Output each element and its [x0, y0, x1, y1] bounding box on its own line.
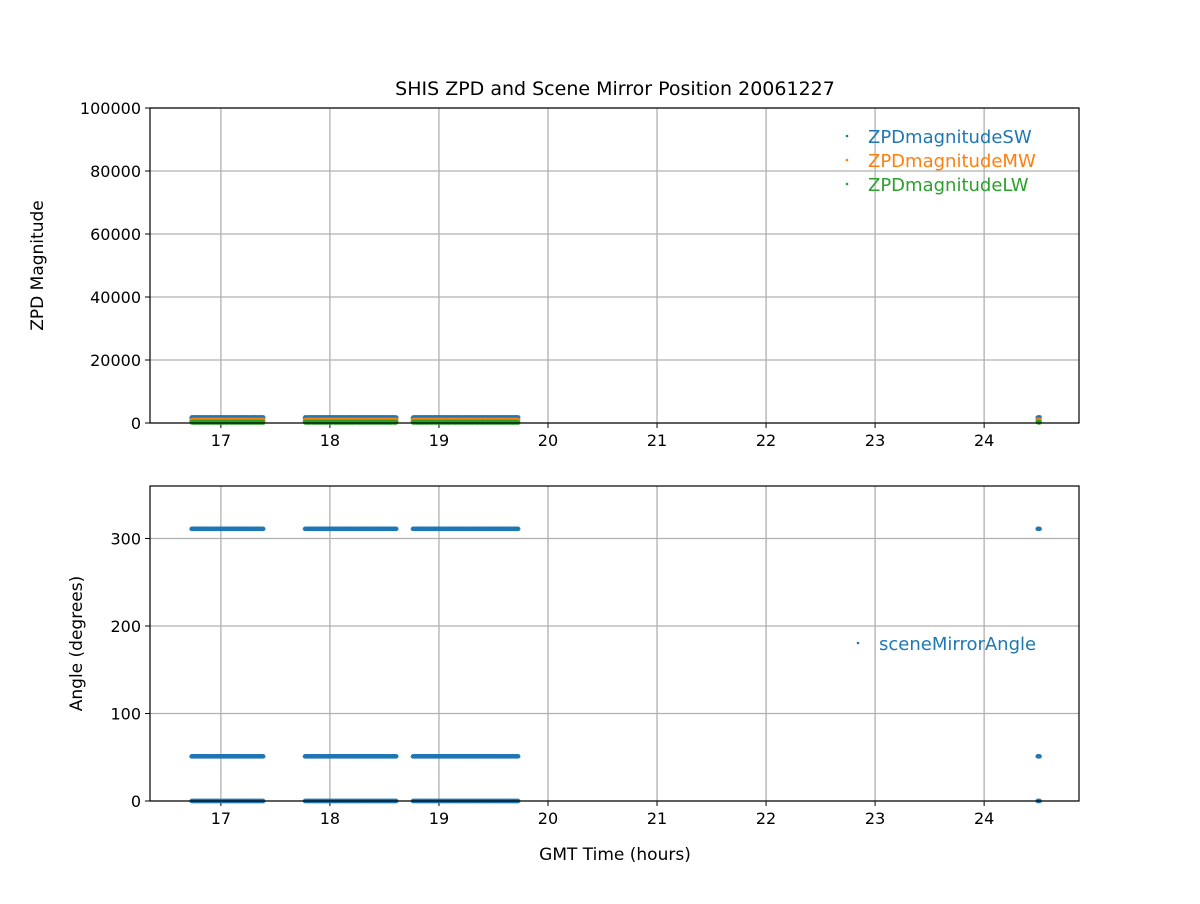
data-point — [1037, 526, 1042, 532]
x-tick-label: 21 — [647, 809, 667, 828]
series-ZPDmagnitudeLW — [189, 419, 1042, 425]
x-axis-label: GMT Time (hours) — [539, 845, 691, 865]
y-tick-label: 20000 — [90, 351, 141, 370]
y-tick-label: 0 — [131, 414, 141, 433]
data-point — [261, 526, 266, 532]
x-tick-label: 22 — [756, 809, 776, 828]
x-tick-label: 17 — [211, 431, 231, 450]
chart-title: SHIS ZPD and Scene Mirror Position 20061… — [395, 78, 835, 100]
data-point — [516, 526, 521, 532]
x-tick-label: 23 — [865, 431, 885, 450]
y-tick-label: 100000 — [80, 99, 141, 118]
data-point — [261, 754, 266, 759]
x-tick-label: 18 — [320, 431, 340, 450]
legend-label: ZPDmagnitudeLW — [868, 175, 1029, 196]
legend-label: ZPDmagnitudeSW — [868, 127, 1032, 148]
legend-marker — [856, 641, 860, 645]
series-sceneMirrorAngle — [189, 526, 1042, 804]
x-tick-label: 22 — [756, 431, 776, 450]
legend-label: ZPDmagnitudeMW — [868, 151, 1036, 172]
legend-marker — [845, 158, 849, 162]
y-tick-label: 100 — [110, 705, 141, 724]
x-tick-label: 24 — [974, 431, 994, 450]
zpd-panel: 17 18 19 20 21 22 23 24 0 20000 40000 60000 80000 100… — [28, 99, 1080, 450]
x-tick-label: 20 — [538, 809, 558, 828]
data-point — [394, 526, 399, 532]
x-tick-label: 23 — [865, 809, 885, 828]
y-tick-label: 60000 — [90, 225, 141, 244]
x-tick-label: 21 — [647, 431, 667, 450]
x-tick-label: 24 — [974, 809, 994, 828]
data-point — [516, 754, 521, 759]
angle-panel: 17 18 19 20 21 22 23 24 0 100 200 300 Angle (degrees… — [67, 485, 1080, 865]
axes-frame — [149, 485, 1080, 802]
y-tick-label: 40000 — [90, 288, 141, 307]
x-tick-label: 19 — [429, 809, 449, 828]
x-tick-label: 19 — [429, 431, 449, 450]
y-axis-label: Angle (degrees) — [67, 576, 87, 711]
legend-marker — [845, 182, 849, 186]
y-tick-label: 200 — [110, 617, 141, 636]
data-point — [1037, 420, 1042, 425]
axes-frame — [149, 107, 1080, 424]
y-tick-label: 0 — [131, 792, 141, 811]
y-axis-label: ZPD Magnitude — [28, 200, 48, 330]
x-tick-label: 20 — [538, 431, 558, 450]
legend-label: sceneMirrorAngle — [879, 634, 1036, 655]
x-tick-label: 17 — [211, 809, 231, 828]
y-tick-label: 300 — [110, 530, 141, 549]
legend-marker — [845, 134, 849, 138]
x-tick-label: 18 — [320, 809, 340, 828]
y-tick-label: 80000 — [90, 162, 141, 181]
data-point — [394, 754, 399, 759]
data-point — [1037, 754, 1042, 759]
